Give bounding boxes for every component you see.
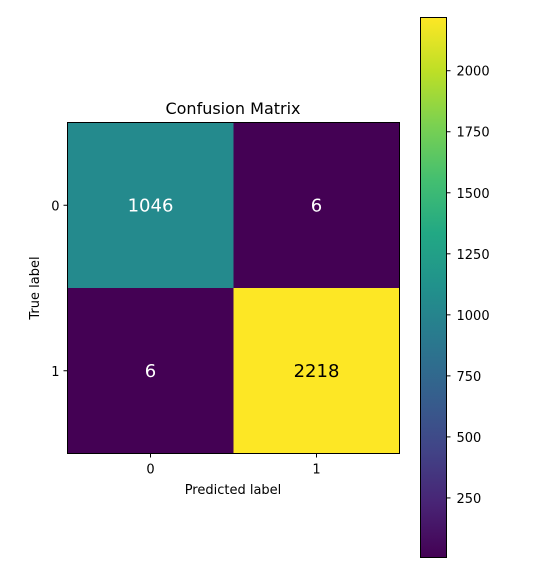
y-axis-label: True label <box>28 256 43 320</box>
plot-frame <box>67 122 400 454</box>
cell-value-label: 6 <box>311 195 322 216</box>
colorbar-ticks: 250 500 750 1000 1250 1500 1750 2000 <box>446 65 490 507</box>
x-tick-label: 0 <box>146 463 154 478</box>
x-axis-label: Predicted label <box>185 483 282 498</box>
y-tick-label: 0 <box>51 199 59 214</box>
chart-title: Confusion Matrix <box>165 99 300 118</box>
colorbar-tick-label: 1750 <box>457 126 490 141</box>
colorbar-tick-label: 750 <box>457 370 482 385</box>
y-axis-ticks: 01 <box>51 199 68 380</box>
cell-labels: 1046 6 6 2218 <box>128 195 340 382</box>
colorbar-tick-label: 250 <box>457 492 482 507</box>
heatmap-cell <box>67 122 234 288</box>
cell-value-label: 6 <box>145 361 156 382</box>
heatmap-cell <box>67 288 234 454</box>
colorbar-tick-label: 500 <box>457 431 482 446</box>
x-tick-label: 1 <box>312 463 320 478</box>
y-tick-label: 1 <box>51 365 59 380</box>
heatmap-cells <box>67 122 400 454</box>
colorbar-tick-label: 1000 <box>457 309 490 324</box>
colorbar-tick-label: 2000 <box>457 65 490 80</box>
heatmap-cell <box>233 122 400 288</box>
heatmap-cell <box>233 288 400 454</box>
cell-value-label: 1046 <box>128 195 174 216</box>
colorbar-tick-label: 1250 <box>457 248 490 263</box>
colorbar-tick-label: 1500 <box>457 187 490 202</box>
colorbar <box>420 17 447 558</box>
cell-value-label: 2218 <box>294 361 340 382</box>
